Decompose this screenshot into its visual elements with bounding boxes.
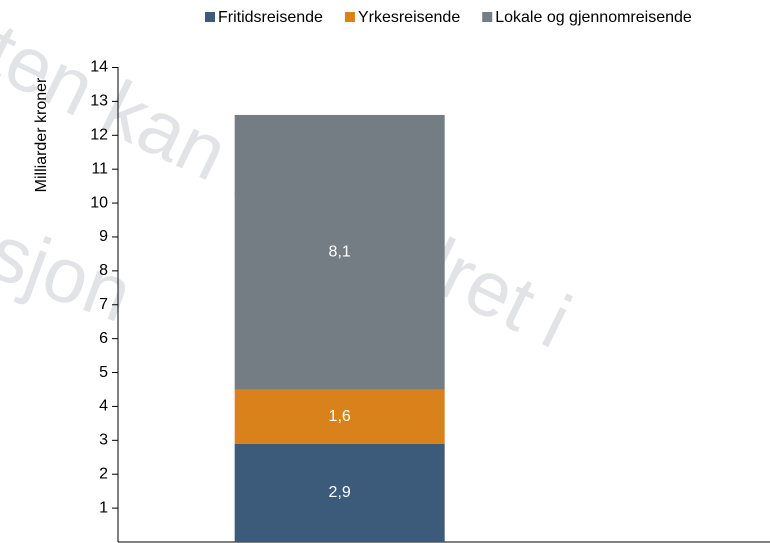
y-tick-label: 3 xyxy=(99,432,108,449)
y-tick-label: 2 xyxy=(99,465,108,482)
legend-swatch xyxy=(344,12,355,22)
legend-label: Lokale og gjennomreisende xyxy=(495,9,692,26)
legend-swatch xyxy=(482,12,493,22)
y-axis-title: Milliarder kroner xyxy=(33,77,50,192)
y-tick-label: 6 xyxy=(99,330,108,347)
y-tick-label: 10 xyxy=(90,194,108,211)
y-tick-label: 11 xyxy=(91,160,108,177)
legend-swatch xyxy=(205,12,215,22)
data-label: 8,1 xyxy=(329,243,351,260)
y-tick-label: 1 xyxy=(99,499,108,516)
bar-segment xyxy=(234,389,445,444)
legend-label: Fritidsreisende xyxy=(218,9,323,26)
y-tick-label: 8 xyxy=(99,262,108,279)
y-tick-label: 14 xyxy=(90,59,108,76)
data-label: 2,9 xyxy=(329,484,351,501)
y-tick-label: 9 xyxy=(99,228,108,245)
bar-segment xyxy=(234,443,445,542)
y-tick-label: 12 xyxy=(90,127,108,144)
legend-label: Yrkesreisende xyxy=(358,9,460,26)
bar-segment xyxy=(234,114,445,390)
watermark: rsjon xyxy=(0,198,143,339)
y-tick-label: 7 xyxy=(99,296,108,313)
y-tick-label: 5 xyxy=(99,364,108,381)
data-label: 1,6 xyxy=(329,408,351,425)
y-tick-label: 4 xyxy=(99,398,108,415)
y-tick-label: 13 xyxy=(90,93,108,110)
